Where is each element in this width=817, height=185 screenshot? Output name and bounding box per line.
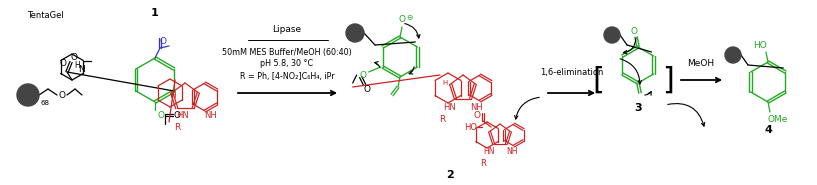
Text: HN: HN — [444, 103, 457, 112]
Text: R = Ph, [4-NO₂]C₆H₄, iPr: R = Ph, [4-NO₂]C₆H₄, iPr — [239, 71, 334, 80]
Text: HO: HO — [465, 122, 477, 132]
Text: Lipase: Lipase — [272, 26, 301, 34]
Text: O: O — [158, 110, 164, 120]
Text: HO: HO — [753, 41, 767, 50]
Text: 68: 68 — [41, 100, 50, 106]
Text: H: H — [74, 61, 80, 70]
Text: H: H — [442, 80, 448, 86]
Text: R: R — [480, 159, 486, 167]
Text: ⊖: ⊖ — [406, 13, 413, 21]
Text: O: O — [59, 90, 65, 100]
Text: NH: NH — [471, 103, 484, 112]
Text: H: H — [170, 90, 176, 100]
Circle shape — [346, 24, 364, 42]
Text: O: O — [359, 70, 366, 80]
Text: MeOH: MeOH — [687, 58, 715, 68]
Text: 3: 3 — [634, 103, 642, 113]
Text: O: O — [474, 110, 480, 120]
Text: O: O — [399, 16, 405, 24]
Text: pH 5.8, 30 °C: pH 5.8, 30 °C — [261, 60, 314, 68]
Text: TentaGel: TentaGel — [27, 11, 64, 19]
Text: HN: HN — [176, 110, 190, 120]
Text: O: O — [631, 26, 637, 36]
Text: 2: 2 — [446, 170, 454, 180]
Text: ]: ] — [662, 65, 674, 95]
Text: [: [ — [592, 65, 604, 95]
Circle shape — [604, 27, 620, 43]
Text: 1,6-elimination: 1,6-elimination — [540, 68, 604, 78]
Text: O: O — [70, 53, 78, 63]
Text: HN: HN — [483, 147, 495, 157]
Text: O: O — [159, 36, 167, 46]
Text: R: R — [439, 115, 445, 125]
Text: 1: 1 — [151, 8, 158, 18]
Text: NH: NH — [507, 147, 518, 157]
Text: O: O — [173, 110, 181, 120]
Text: O: O — [60, 59, 66, 68]
Text: NH: NH — [204, 110, 217, 120]
Text: N: N — [78, 65, 85, 74]
Circle shape — [17, 84, 39, 106]
Text: O: O — [364, 85, 370, 93]
Text: R: R — [174, 122, 180, 132]
Circle shape — [725, 47, 741, 63]
Text: 4: 4 — [764, 125, 772, 135]
Text: OMe: OMe — [768, 115, 788, 124]
Text: 50mM MES Buffer/MeOH (60:40): 50mM MES Buffer/MeOH (60:40) — [222, 48, 352, 56]
